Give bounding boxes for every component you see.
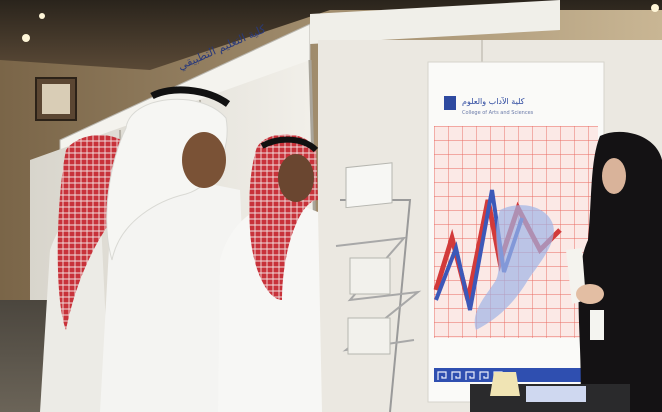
trophy-object — [490, 372, 520, 396]
ceiling-light — [651, 4, 659, 12]
student-right — [218, 134, 322, 412]
face — [602, 158, 626, 194]
name-badge — [590, 310, 604, 340]
poster-figure — [474, 205, 554, 330]
leaflet-on-table — [526, 386, 586, 402]
presenter — [566, 131, 662, 412]
college-logo-icon — [444, 96, 456, 110]
ceiling — [0, 0, 662, 70]
student-center — [100, 86, 250, 412]
agal — [150, 86, 231, 107]
booth-fascia-right — [310, 0, 560, 44]
poster-logo-text: كلية الآداب والعلوم — [462, 96, 525, 106]
face — [182, 132, 226, 188]
brochure-stand — [335, 162, 422, 412]
hand — [576, 284, 604, 304]
brochure — [349, 257, 391, 295]
agal — [260, 136, 319, 153]
wall-picture-inner — [42, 84, 70, 114]
ceiling-light — [22, 34, 30, 42]
brochure — [345, 162, 393, 209]
ceiling-light — [39, 13, 45, 19]
brochure — [347, 317, 391, 355]
poster-logo-subtext: College of Arts and Sciences — [462, 110, 534, 116]
table-items — [470, 372, 630, 412]
college-poster: كلية الآداب والعلوم College of Arts and … — [427, 61, 605, 403]
face — [278, 154, 314, 202]
